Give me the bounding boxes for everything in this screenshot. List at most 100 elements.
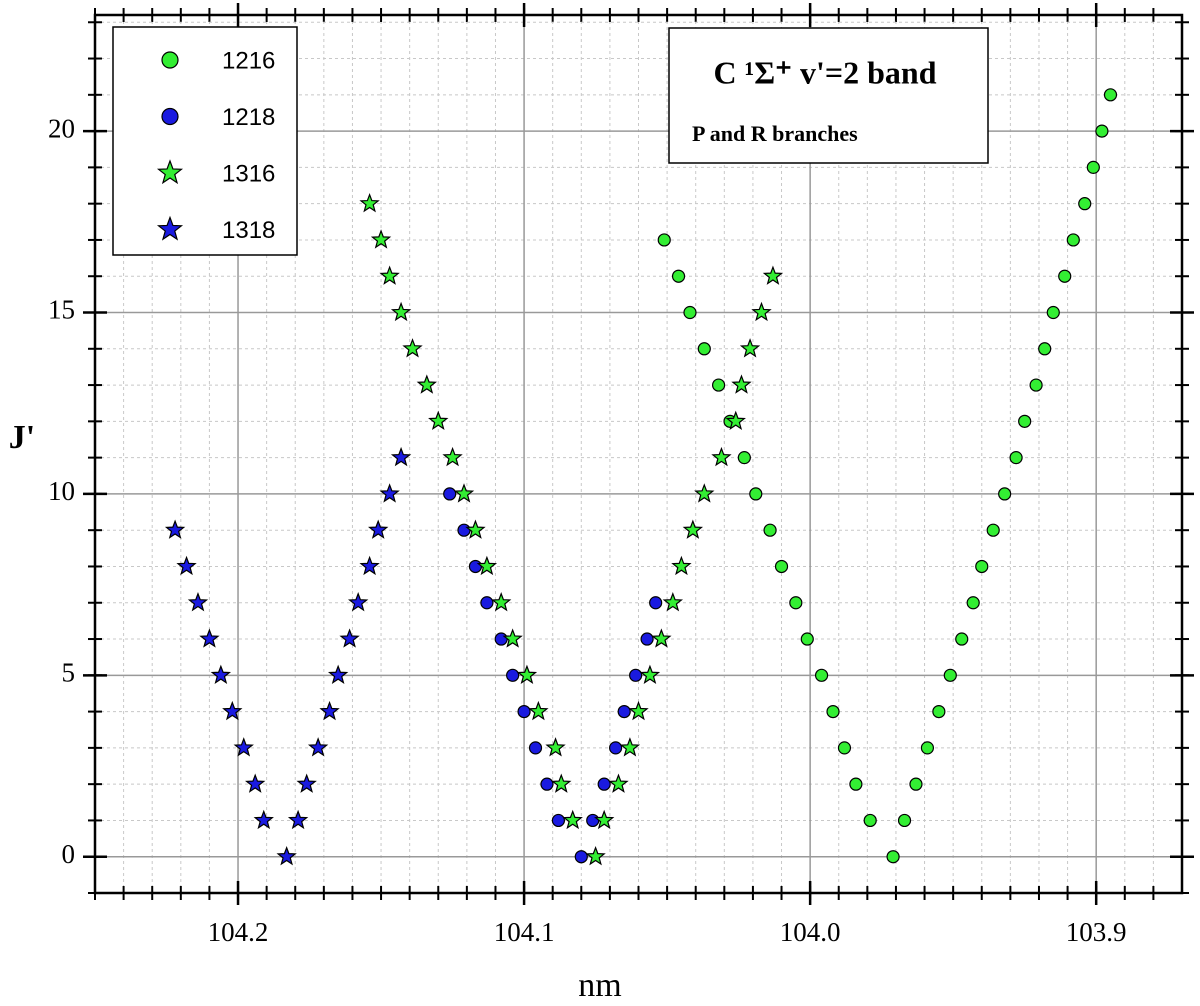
point	[517, 704, 531, 719]
x-tick-label: 104.2	[208, 917, 269, 947]
point	[1018, 414, 1032, 428]
point	[619, 737, 641, 757]
point	[480, 596, 494, 610]
point	[617, 704, 631, 719]
point	[233, 737, 254, 757]
point	[428, 410, 449, 431]
point	[176, 555, 197, 576]
x-tick-label: 103.9	[1066, 917, 1127, 947]
legend-marker	[156, 159, 184, 185]
plot-frame	[93, 13, 1184, 895]
point	[296, 773, 317, 793]
point	[697, 342, 711, 356]
point	[368, 519, 389, 539]
point	[725, 410, 746, 431]
point	[586, 813, 600, 828]
point	[585, 846, 606, 866]
point	[370, 229, 392, 249]
point	[1058, 269, 1072, 283]
point	[551, 813, 566, 828]
point	[597, 777, 611, 791]
point	[187, 592, 209, 612]
point	[494, 632, 508, 646]
point	[651, 628, 672, 648]
point	[327, 664, 349, 684]
point	[640, 632, 654, 646]
legend-label: 1218	[222, 104, 275, 131]
annotation-title: C ¹Σ⁺ v'=2 band	[713, 54, 936, 90]
legend-marker	[161, 107, 179, 126]
point	[1066, 233, 1080, 247]
point	[390, 446, 412, 467]
point	[465, 519, 486, 539]
point	[955, 632, 969, 646]
point	[379, 483, 400, 503]
point	[826, 704, 840, 719]
x-tick-label: 104.0	[780, 917, 841, 947]
point	[516, 664, 538, 684]
point	[657, 233, 671, 247]
point	[1009, 451, 1023, 465]
point	[762, 265, 784, 285]
point	[1038, 342, 1052, 356]
point	[1095, 124, 1109, 138]
point	[476, 555, 498, 576]
point	[711, 378, 726, 392]
point	[540, 777, 554, 791]
point	[932, 704, 946, 719]
y-tick-label: 20	[48, 113, 75, 143]
point	[442, 446, 463, 467]
y-tick-label: 5	[62, 658, 76, 688]
point	[683, 305, 697, 320]
point	[886, 850, 900, 864]
y-tick-label: 10	[48, 476, 75, 506]
point	[253, 809, 274, 830]
point	[164, 519, 186, 539]
point	[608, 773, 629, 793]
point	[966, 596, 980, 610]
point	[662, 592, 684, 612]
x-tick-label: 104.1	[494, 917, 555, 947]
point	[562, 809, 583, 830]
point	[502, 628, 523, 648]
y-tick-label: 0	[62, 839, 76, 869]
point	[307, 737, 329, 757]
point	[629, 668, 643, 682]
point	[528, 741, 543, 755]
y-axis-label: J'	[9, 419, 35, 456]
point	[1103, 88, 1118, 102]
point	[319, 700, 340, 721]
annotation-subtitle: P and R branches	[692, 121, 858, 146]
point	[1046, 305, 1060, 320]
point	[390, 301, 412, 322]
point	[245, 773, 266, 793]
point	[897, 813, 912, 828]
point	[739, 338, 761, 358]
point	[998, 487, 1012, 501]
point	[975, 559, 989, 574]
point	[1086, 160, 1100, 174]
point	[339, 628, 360, 648]
point	[347, 592, 369, 612]
point	[506, 668, 520, 682]
legend-marker	[161, 51, 179, 69]
point	[737, 451, 751, 465]
point	[609, 741, 623, 755]
point	[359, 555, 380, 576]
point	[649, 596, 663, 610]
point	[468, 559, 483, 574]
point	[359, 192, 380, 213]
legend-label: 1316	[222, 160, 275, 187]
legend	[112, 26, 298, 256]
x-axis-label: nm	[578, 967, 621, 1004]
legend-label: 1216	[222, 47, 275, 74]
point	[416, 374, 437, 394]
point	[909, 777, 923, 791]
point	[814, 668, 829, 682]
point	[199, 628, 220, 648]
point	[628, 700, 649, 721]
point	[671, 269, 686, 283]
point	[682, 519, 704, 539]
